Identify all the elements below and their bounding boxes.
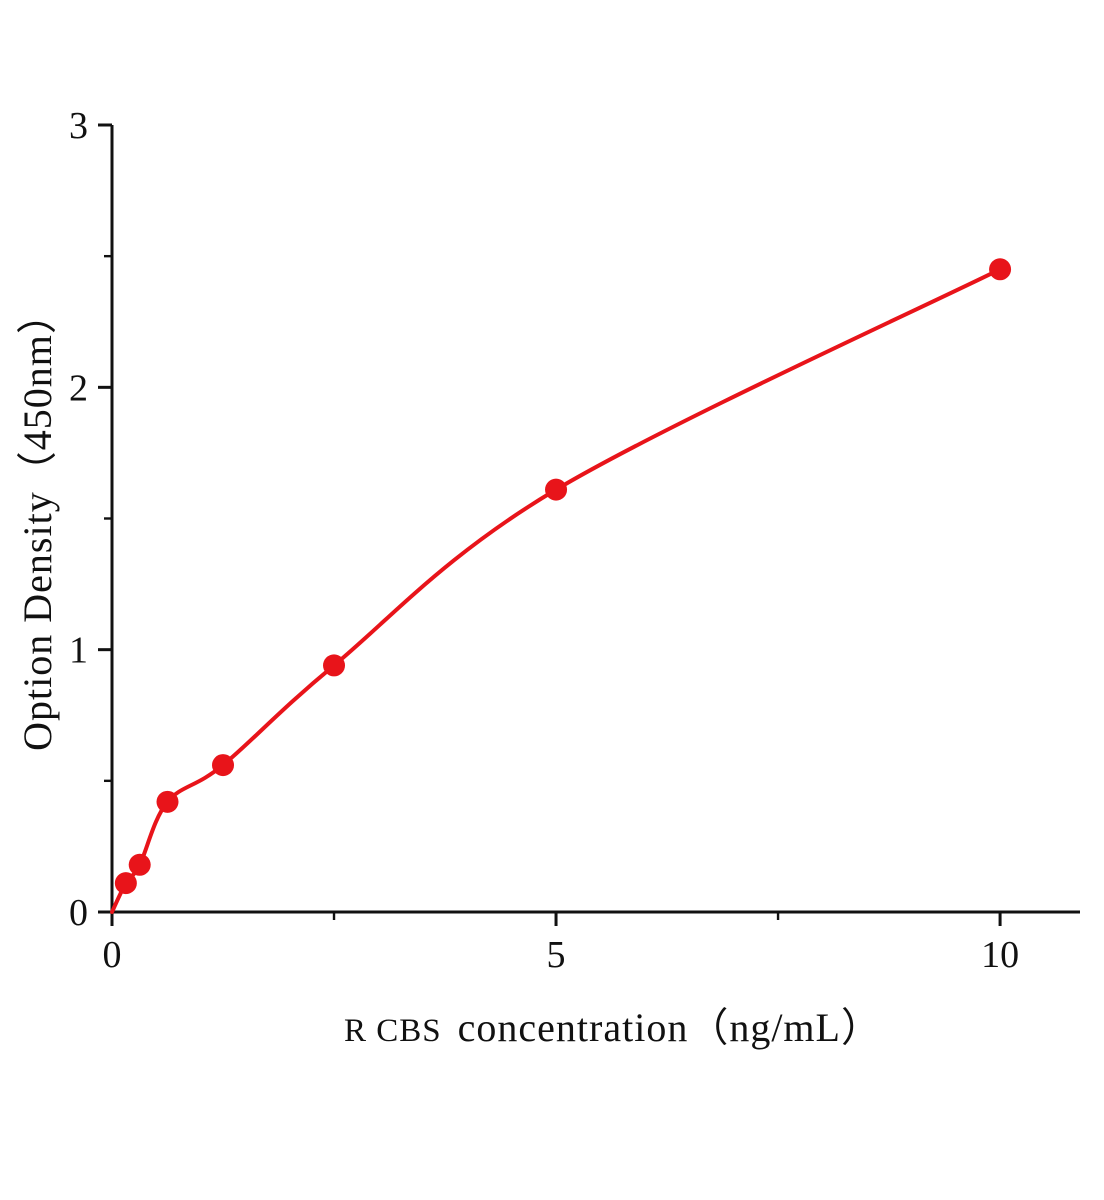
y-tick-label: 2 — [69, 367, 88, 409]
x-axis-label-prefix: R CBS — [344, 1013, 442, 1049]
y-tick-label: 3 — [69, 105, 88, 147]
data-point — [114, 872, 137, 895]
x-axis-label-main: concentration（ng/mL） — [457, 1005, 882, 1050]
y-tick-label: 0 — [69, 892, 88, 934]
data-point — [323, 654, 346, 677]
fit-curve — [110, 267, 1003, 914]
y-axis-label: Option Density（450nm） — [5, 293, 63, 751]
data-point — [989, 258, 1012, 281]
x-tick-label: 10 — [981, 934, 1019, 976]
y-tick-label: 1 — [69, 630, 88, 672]
x-axis-label: R CBS concentration（ng/mL） — [344, 995, 882, 1053]
y-axis-label-text: Option Density（450nm） — [15, 293, 60, 751]
data-point — [128, 853, 151, 876]
x-tick-label: 0 — [103, 934, 122, 976]
data-point — [545, 478, 568, 501]
data-point — [212, 754, 235, 777]
data-point — [156, 790, 179, 813]
x-tick-label: 5 — [547, 934, 566, 976]
